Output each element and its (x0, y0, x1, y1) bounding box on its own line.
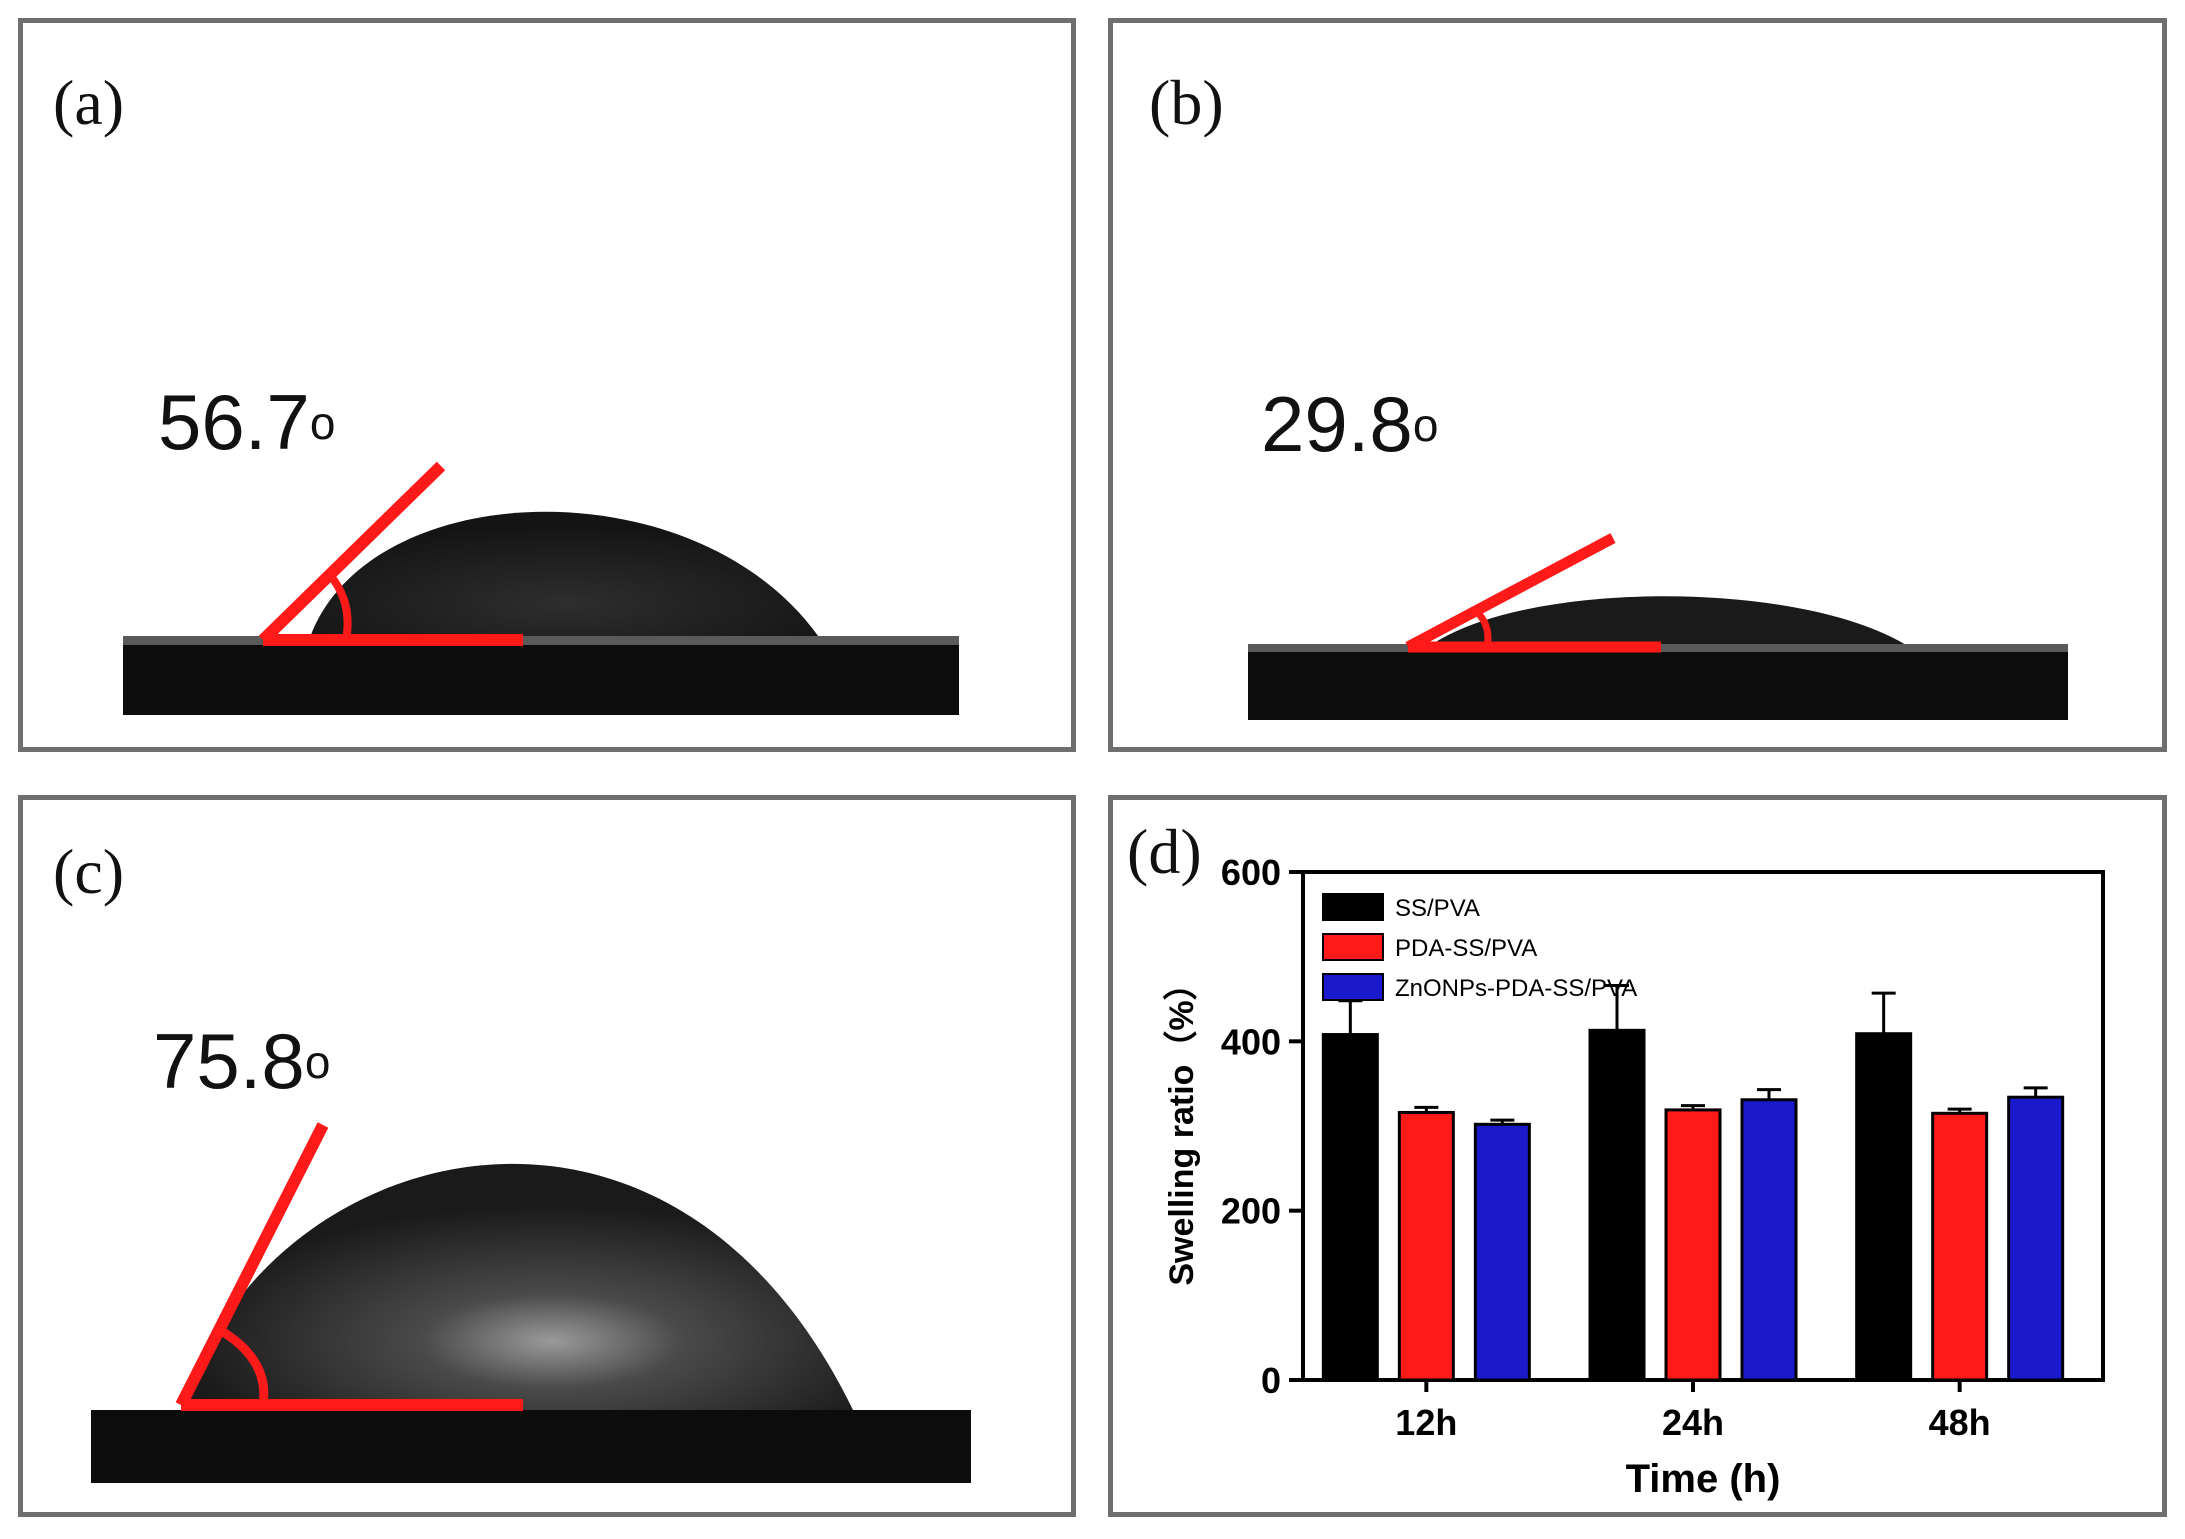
substrate (1248, 650, 2068, 720)
substrate (123, 643, 959, 715)
droplet (1423, 596, 1915, 651)
bar-pda-ss-pva-24h (1664, 1108, 1722, 1382)
panel-label: (d) (1127, 816, 1202, 887)
x-tick-label: 24h (1662, 1402, 1724, 1443)
y-tick-label: 200 (1221, 1191, 1281, 1232)
angle-value: 29.8 (1261, 380, 1413, 468)
contact-angle-label: 75.8o (153, 1022, 330, 1100)
bar-ss-pva-24h (1588, 1028, 1646, 1382)
legend-label: PDA-SS/PVA (1395, 935, 1537, 962)
bar-znonps-pda-ss-pva-12h (1473, 1122, 1531, 1382)
contact-angle-image-b (1248, 533, 2068, 720)
x-tick-label: 12h (1395, 1402, 1457, 1443)
angle-value: 56.7 (158, 378, 310, 466)
bar-ss-pva-48h (1855, 1032, 1913, 1382)
angle-arc (1475, 610, 1492, 648)
y-axis-label: Swelling ratio（%） (1162, 966, 1201, 1285)
contact-angle-label: 56.7o (158, 383, 335, 461)
substrate (91, 1410, 971, 1483)
bar-pda-ss-pva-12h (1397, 1110, 1455, 1382)
angle-value: 75.8 (153, 1017, 305, 1105)
y-tick-label: 600 (1221, 852, 1281, 893)
y-tick-label: 0 (1261, 1360, 1281, 1401)
angle-arc (217, 1326, 269, 1406)
panel-label: (b) (1149, 67, 1224, 138)
legend-label: SS/PVA (1395, 895, 1480, 922)
legend-swatch (1322, 973, 1384, 1001)
legend-swatch (1322, 933, 1384, 961)
angle-unit: o (1412, 399, 1439, 451)
legend-swatch (1322, 893, 1384, 921)
panel-c: (c) 75.8o (18, 795, 1076, 1517)
contact-angle-image-a (123, 461, 959, 715)
swelling-ratio-chart: 0 200 400 600 Swelling ratio（%） 12h 24h 48h Time… (1162, 852, 2105, 1501)
bar-pda-ss-pva-48h (1931, 1111, 1989, 1382)
legend-label: ZnONPs-PDA-SS/PVA (1395, 975, 1637, 1002)
contact-angle-label: 29.8o (1261, 385, 1438, 463)
panel-b: (b) 29.8o (1108, 18, 2167, 752)
panel-label: (a) (53, 67, 125, 138)
contact-angle-image-c (91, 1122, 971, 1483)
bar-znonps-pda-ss-pva-48h (2007, 1095, 2065, 1382)
bar-znonps-pda-ss-pva-24h (1740, 1098, 1798, 1382)
angle-arc (326, 572, 352, 641)
x-axis-label: Time (h) (1626, 1457, 1781, 1501)
droplet (308, 511, 823, 643)
angle-unit: o (309, 397, 336, 449)
panel-a: (a) 56.7o (18, 18, 1076, 752)
angle-unit: o (304, 1036, 331, 1088)
bar-ss-pva-12h (1321, 1033, 1379, 1382)
droplet (183, 1163, 853, 1410)
angle-line-tangent (175, 1122, 329, 1408)
angle-line-tangent (258, 461, 446, 645)
y-tick-label: 400 (1221, 1021, 1281, 1062)
angle-line-tangent (1405, 533, 1616, 652)
panel-d: (d) 0 200 400 600 Swelling ratio（%） 12h 24h 48h… (1108, 795, 2167, 1517)
panel-label: (c) (53, 836, 125, 907)
x-tick-label: 48h (1929, 1402, 1991, 1443)
